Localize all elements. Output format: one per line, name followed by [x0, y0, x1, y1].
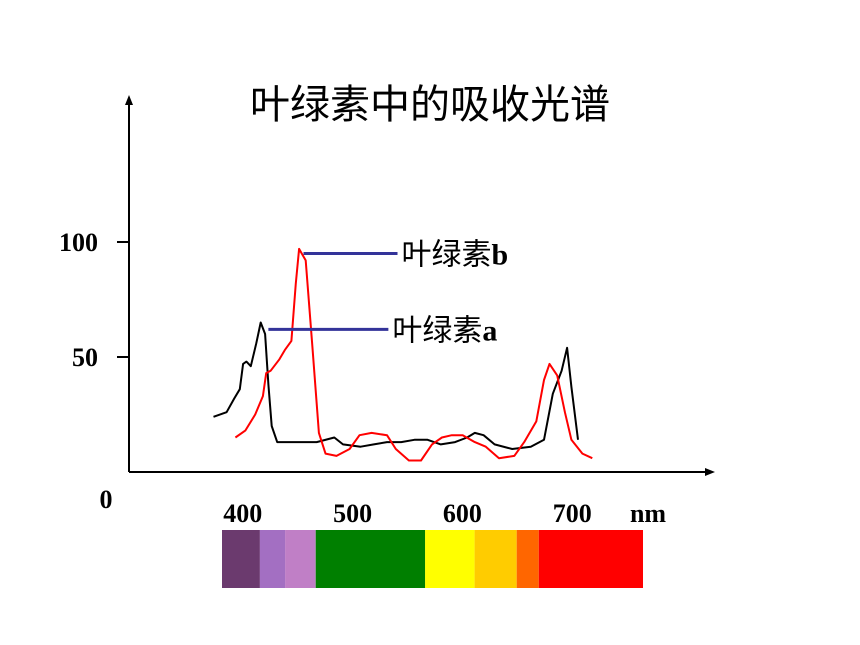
series-labels: 叶绿素b 叶绿素a: [268, 238, 509, 348]
spectrum-swatch: [222, 530, 260, 588]
spectrum-swatch: [474, 530, 517, 588]
spectrum-swatch: [259, 530, 286, 588]
series-line-chlorophyll-b: [234, 247, 593, 462]
x-axis-unit: nm: [630, 499, 666, 528]
x-tick-label: 600: [443, 499, 482, 528]
x-tick-label: 700: [553, 499, 592, 528]
y-tick-label: 100: [59, 228, 98, 257]
origin-label: 0: [100, 485, 113, 514]
spectrum-swatch: [425, 530, 475, 588]
visible-spectrum-band: [222, 530, 643, 588]
series-layer: [213, 247, 593, 462]
x-tick-label: 400: [223, 499, 262, 528]
y-tick-label: 50: [72, 343, 98, 372]
y-ticks: 50 100: [59, 228, 129, 372]
spectrum-swatch: [315, 530, 426, 588]
spectrum-swatch: [538, 530, 643, 588]
series-label: 叶绿素b: [402, 238, 509, 273]
chart-title: 叶绿素中的吸收光谱: [250, 82, 610, 128]
spectrum-swatch: [516, 530, 539, 588]
series-label: 叶绿素a: [392, 313, 497, 348]
x-ticks: 400 500 600 700: [223, 499, 591, 528]
x-tick-label: 500: [333, 499, 372, 528]
series-line-chlorophyll-a: [213, 321, 579, 450]
spectrum-swatch: [285, 530, 316, 588]
